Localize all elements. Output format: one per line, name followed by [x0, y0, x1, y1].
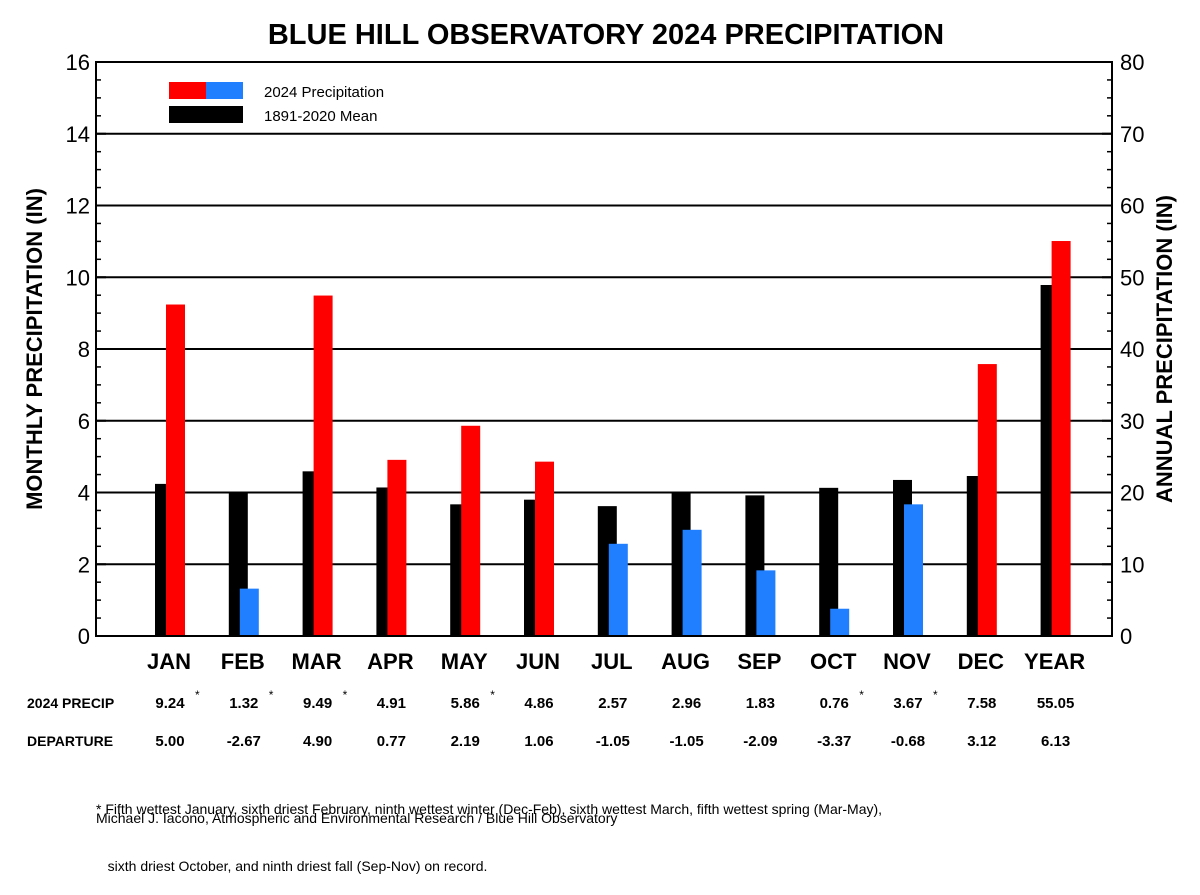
right-tick-label: 0 — [1120, 624, 1132, 649]
precip-bar — [682, 529, 702, 636]
table-cell: 3.12 — [967, 733, 996, 750]
left-tick-label: 10 — [66, 265, 90, 290]
category-label: OCT — [810, 649, 857, 674]
category-label: JAN — [147, 649, 191, 674]
table-cell: 4.90 — [303, 733, 332, 750]
table-cell: 3.67 — [893, 695, 922, 712]
category-label: JUL — [591, 649, 633, 674]
footnote-line-2: sixth driest October, and ninth driest f… — [96, 858, 488, 874]
precip-bar — [166, 304, 185, 636]
table-cell: 55.05 — [1037, 695, 1075, 712]
table-cell: 4.91 — [377, 695, 406, 712]
table-cell-star: * — [343, 688, 348, 702]
table-cell-star: * — [269, 688, 274, 702]
table-cell: -0.68 — [891, 733, 925, 750]
category-label: NOV — [883, 649, 931, 674]
legend-label-mean: 1891-2020 Mean — [264, 108, 377, 125]
precip-bar — [608, 543, 628, 636]
left-tick-label: 12 — [66, 194, 90, 219]
precip-bar — [977, 364, 997, 636]
table-row-label: 2024 PRECIP — [27, 695, 114, 711]
category-label: YEAR — [1024, 649, 1085, 674]
table-cell: 1.32 — [229, 695, 258, 712]
left-tick-label: 4 — [78, 481, 90, 506]
table-cell-star: * — [490, 688, 495, 702]
table-row-label: DEPARTURE — [27, 733, 113, 749]
category-label: AUG — [661, 649, 710, 674]
left-tick-label: 2 — [78, 552, 90, 577]
left-tick-label: 6 — [78, 409, 90, 434]
table-cell: -1.05 — [669, 733, 703, 750]
bars — [155, 241, 1071, 637]
right-tick-label: 80 — [1120, 50, 1144, 75]
precip-bar — [535, 461, 554, 636]
precipitation-chart: BLUE HILL OBSERVATORY 2024 PRECIPITATION… — [22, 19, 1177, 750]
table-cell-star: * — [859, 688, 864, 702]
table-cell: -1.05 — [596, 733, 630, 750]
table-cell: -3.37 — [817, 733, 851, 750]
legend-label-2024: 2024 Precipitation — [264, 84, 384, 101]
data-table: 2024 PRECIP 9.24 * 1.32 * 9.49 * 4.91 5.86 * 4.86 2… — [27, 688, 1074, 750]
category-label: APR — [367, 649, 414, 674]
legend-swatch-mean — [169, 106, 243, 123]
mean-bar — [819, 487, 839, 636]
legend-swatch-above — [169, 82, 206, 99]
table-cell: 2.57 — [598, 695, 627, 712]
right-tick-label: 10 — [1120, 552, 1144, 577]
precip-bar — [756, 570, 776, 636]
legend: 2024 Precipitation 1891-2020 Mean — [169, 82, 384, 125]
precip-bar — [904, 504, 923, 636]
precip-bar — [830, 608, 850, 636]
right-tick-label: 20 — [1120, 481, 1144, 506]
table-cell-star: * — [933, 688, 938, 702]
table-cell: 5.00 — [155, 733, 184, 750]
category-label: MAR — [292, 649, 342, 674]
table-cell: 9.24 — [155, 695, 185, 712]
precip-bar — [461, 425, 481, 636]
category-label: SEP — [737, 649, 781, 674]
left-axis-label: MONTHLY PRECIPITATION (IN) — [22, 188, 47, 510]
right-tick-label: 40 — [1120, 337, 1144, 362]
category-label: FEB — [221, 649, 265, 674]
table-cell: 0.77 — [377, 733, 406, 750]
legend-swatch-below — [206, 82, 243, 99]
table-cell: 7.58 — [967, 695, 996, 712]
table-cell: 1.83 — [746, 695, 775, 712]
right-axis-label: ANNUAL PRECIPITATION (IN) — [1152, 195, 1177, 503]
right-tick-label: 50 — [1120, 265, 1144, 290]
table-cell-star: * — [195, 688, 200, 702]
right-tick-label: 30 — [1120, 409, 1144, 434]
credit: Michael J. Iacono, Atmospheric and Envir… — [96, 810, 618, 826]
table-cell: 4.86 — [524, 695, 553, 712]
left-tick-label: 16 — [66, 50, 90, 75]
gridlines — [96, 132, 1112, 566]
table-cell: 5.86 — [451, 695, 480, 712]
precip-bar — [239, 588, 259, 636]
table-cell: 0.76 — [820, 695, 849, 712]
left-axis-ticks: 0 2 4 6 8 10 12 14 16 — [66, 50, 106, 649]
table-cell: 9.49 — [303, 695, 332, 712]
precip-bar — [1051, 241, 1071, 637]
category-label: MAY — [441, 649, 488, 674]
category-label: JUN — [516, 649, 560, 674]
right-tick-label: 60 — [1120, 194, 1144, 219]
precip-bar — [387, 459, 407, 636]
table-cell: 2.19 — [451, 733, 480, 750]
table-cell: -2.09 — [743, 733, 777, 750]
left-tick-label: 14 — [66, 122, 90, 147]
table-cell: 1.06 — [524, 733, 553, 750]
footnote-line-1: * Fifth wettest January, sixth driest Fe… — [96, 801, 883, 817]
right-tick-label: 70 — [1120, 122, 1144, 147]
table-cell: 2.96 — [672, 695, 701, 712]
chart-title: BLUE HILL OBSERVATORY 2024 PRECIPITATION — [268, 19, 944, 51]
table-cell: -2.67 — [227, 733, 261, 750]
precip-bar — [313, 295, 333, 636]
right-axis-ticks: 0 10 20 30 40 50 60 70 80 — [1102, 50, 1144, 649]
footnote: * Fifth wettest January, sixth driest Fe… — [96, 762, 882, 895]
category-label: DEC — [958, 649, 1005, 674]
category-labels: JAN FEB MAR APR MAY JUN JUL AUG SEP OCT NOV DEC YEAR — [147, 649, 1085, 674]
left-tick-label: 8 — [78, 337, 90, 362]
table-cell: 6.13 — [1041, 733, 1070, 750]
left-tick-label: 0 — [78, 624, 90, 649]
